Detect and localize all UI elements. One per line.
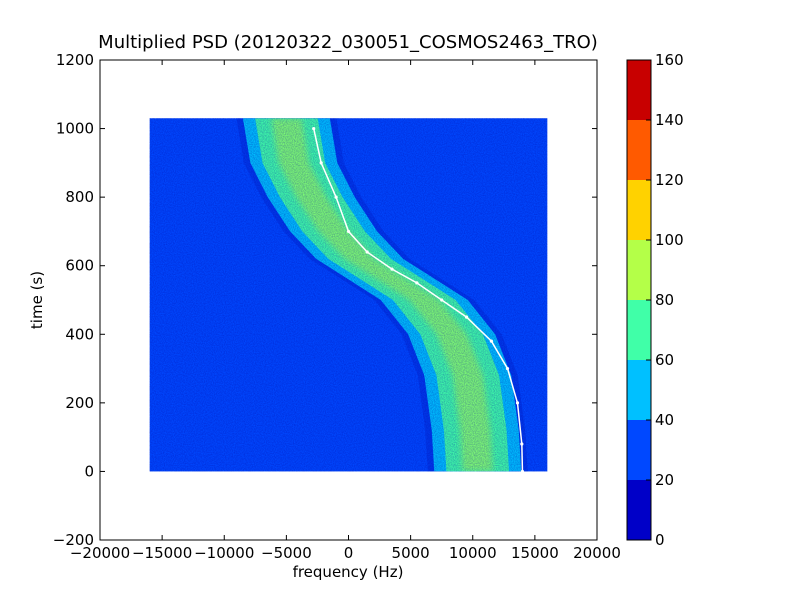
colorbar-tick-label: 60 [655, 351, 674, 369]
trace-point [390, 267, 394, 271]
y-tick-label: 800 [65, 188, 94, 206]
colorbar-axis: 0 20 40 60 80 100 120 140 160 [646, 51, 684, 549]
y-tick-label: 0 [84, 462, 94, 480]
colorbar-band [627, 180, 651, 240]
colorbar-band [627, 300, 651, 360]
colorbar-tick-label: 0 [655, 531, 665, 549]
trace-point [520, 469, 525, 474]
colorbar-tick-label: 140 [655, 111, 684, 129]
x-tick-label: 5000 [392, 544, 430, 562]
x-axis: −20000 −15000 −10000 −5000 0 5000 10000 15000 20… [70, 60, 621, 562]
y-axis-label: time (s) [28, 271, 46, 329]
colorbar-band [627, 60, 651, 120]
trace-point [312, 126, 316, 131]
x-tick-label: −15000 [132, 544, 192, 562]
trace-point [415, 281, 419, 285]
y-tick-label: 600 [65, 257, 94, 275]
colorbar-tick-label: 100 [655, 231, 684, 249]
colorbar-band [627, 360, 651, 420]
signal-trace [312, 128, 524, 472]
y-axis: −200 0 200 400 600 800 1000 1200 [53, 51, 597, 549]
x-tick-label: −10000 [194, 544, 254, 562]
colorbar-tick-label: 20 [655, 471, 674, 489]
colorbar-tick-label: 160 [655, 51, 684, 69]
trace-point [489, 339, 493, 343]
colorbar-band [627, 420, 651, 480]
chart-title: Multiplied PSD (20120322_030051_COSMOS24… [98, 32, 598, 53]
x-tick-label: −20000 [70, 544, 130, 562]
y-tick-label: −200 [53, 531, 94, 549]
trace-point [334, 195, 338, 199]
trace-point [464, 315, 469, 319]
x-tick-label: 20000 [573, 544, 621, 562]
colorbar-band [627, 120, 651, 180]
x-tick-label: 10000 [449, 544, 497, 562]
signal-trace-points [312, 126, 525, 474]
y-tick-label: 400 [65, 325, 94, 343]
y-tick-label: 1200 [56, 51, 94, 69]
colorbar-tick-label: 80 [655, 291, 674, 309]
colorbar-tick-label: 120 [655, 171, 684, 189]
trace-point [319, 161, 323, 165]
trace-point [346, 229, 351, 234]
x-tick-label: −5000 [261, 544, 312, 562]
colorbar [626, 59, 652, 541]
trace-point [520, 442, 524, 446]
trace-point [365, 250, 369, 254]
trace-point [515, 401, 520, 405]
plot-area [149, 118, 548, 474]
noise-texture [149, 118, 548, 472]
trace-point [440, 298, 444, 302]
colorbar-tick-label: 40 [655, 411, 674, 429]
y-tick-label: 1000 [56, 120, 94, 138]
colorbar-band [627, 240, 651, 300]
colorbar-band [627, 480, 651, 540]
trace-point [505, 366, 510, 371]
x-axis-label: frequency (Hz) [293, 563, 404, 581]
x-tick-label: 0 [344, 544, 354, 562]
y-tick-label: 200 [65, 394, 94, 412]
x-tick-label: 15000 [511, 544, 559, 562]
